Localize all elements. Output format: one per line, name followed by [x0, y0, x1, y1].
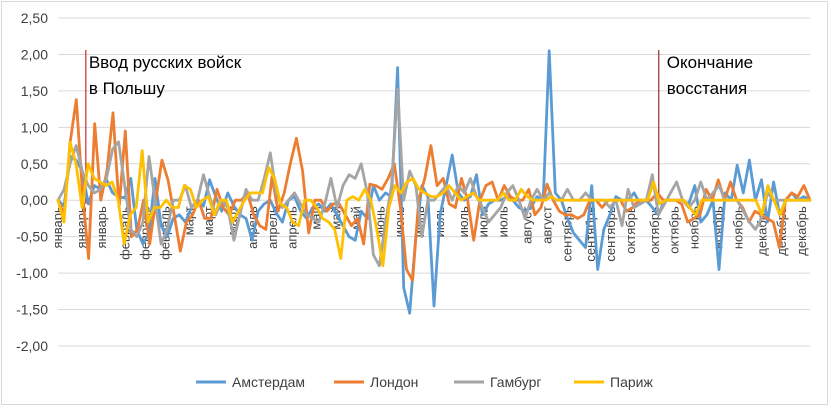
x-tick-label: октябрь — [647, 206, 662, 254]
x-tick-label: июль — [496, 206, 511, 237]
y-tick-label: 0,00 — [21, 192, 48, 208]
y-tick-label: -1,00 — [16, 265, 48, 281]
x-tick-label: август — [539, 206, 554, 244]
legend-label: Амстердам — [232, 374, 305, 390]
annotation-text: Окончание — [667, 53, 753, 72]
legend-label: Лондон — [370, 374, 418, 390]
annotation-text: Ввод русских войск — [89, 53, 242, 72]
annotation-text: восстания — [667, 79, 747, 98]
annotation-text: в Польшу — [89, 79, 165, 98]
legend: Амстердам Лондон Гамбург Париж — [196, 374, 653, 390]
y-tick-label: -1,50 — [16, 302, 48, 318]
y-tick-label: -0,50 — [16, 229, 48, 245]
x-tick-label: июль — [476, 206, 491, 237]
series-lines — [56, 49, 812, 315]
y-tick-label: 0,50 — [21, 156, 48, 172]
x-tick-label: июль — [456, 206, 471, 237]
x-tick-label: ноябрь — [730, 206, 745, 249]
annotations: Ввод русских войск в Польшу Окончание восст… — [85, 50, 753, 204]
legend-label: Париж — [610, 374, 653, 390]
y-tick-label: 1,00 — [21, 119, 48, 135]
y-tick-label: 2,00 — [21, 46, 48, 62]
series-line-Париж — [56, 140, 812, 268]
y-axis-ticks: 2,50 2,00 1,50 1,00 0,50 0,00 -0,50 -1,00 -1,50 -… — [16, 10, 48, 354]
legend-label: Гамбург — [490, 374, 542, 390]
x-tick-label: апрель — [285, 206, 300, 249]
series-line-Лондон — [56, 98, 812, 282]
x-tick-label: октябрь — [667, 206, 682, 254]
x-tick-label: сентябрь — [559, 206, 574, 262]
x-tick-label: декабрь — [794, 206, 809, 256]
x-tick-label: май — [329, 206, 344, 229]
x-tick-label: январь — [94, 206, 109, 248]
y-tick-label: -2,00 — [16, 338, 48, 354]
x-tick-label: октябрь — [623, 206, 638, 254]
y-tick-label: 2,50 — [21, 10, 48, 26]
y-tick-label: 1,50 — [21, 83, 48, 99]
